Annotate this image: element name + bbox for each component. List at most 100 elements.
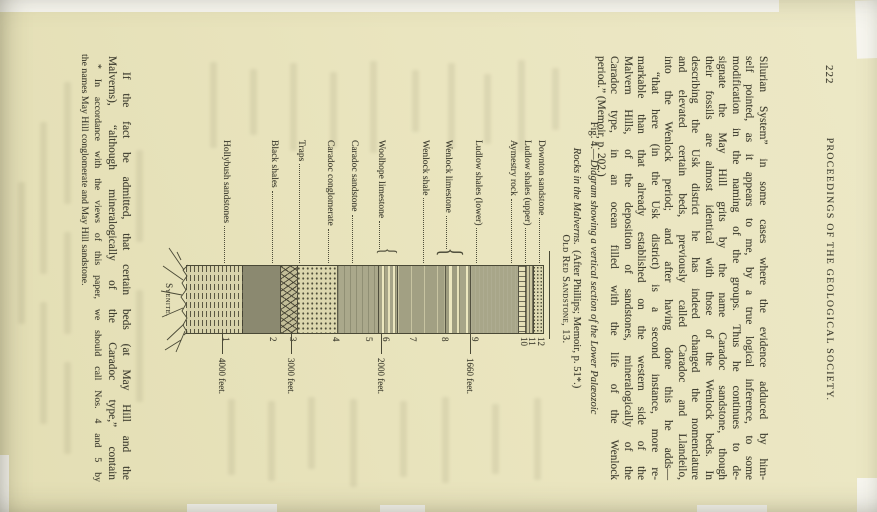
- show-through-smudge: [534, 398, 541, 480]
- figure-caption: Fig. 4.—Diagram showing a vertical secti…: [568, 55, 601, 481]
- scan-edge: [697, 505, 767, 512]
- rock-label-downton-sandstone: Downton sandstone: [535, 140, 546, 264]
- show-through-smudge: [136, 290, 143, 402]
- depth-label: 3000 feet.: [286, 334, 296, 394]
- show-through-smudge: [64, 362, 71, 454]
- scan-edge: [0, 0, 779, 12]
- body-line: markable than that already established o…: [635, 56, 648, 480]
- show-through-smudge: [250, 69, 257, 135]
- layer-black-shales: [243, 266, 281, 333]
- rock-label-wenlock-limestone: Wenlock limestone: [442, 140, 453, 250]
- body-line: “that here (in the Usk district) is a se…: [649, 72, 661, 480]
- dot-leader: [352, 214, 353, 263]
- footnote: * In accordance with the views of this p…: [78, 54, 104, 482]
- show-through-smudge: [40, 122, 47, 274]
- layer-number: 10: [519, 337, 529, 346]
- layer-traps: [281, 266, 298, 333]
- rock-label-caradoc-sandstone: Caradoc sandstone: [348, 140, 359, 264]
- show-through-smudge: [492, 404, 499, 474]
- rock-label-black-shales: Black shales: [268, 140, 279, 264]
- rock-label-traps: Traps: [295, 140, 306, 264]
- rock-name: Downton sandstone: [536, 140, 546, 216]
- show-through-smudge: [330, 72, 337, 148]
- rock-label-hollybush-sandstones: Hollybush sandstones: [220, 140, 231, 264]
- show-through-smudge: [400, 401, 407, 477]
- depth-label: 1660 feet.: [465, 334, 475, 394]
- rock-name: Wenlock limestone: [443, 140, 453, 213]
- layer-number: 8: [440, 337, 450, 342]
- page-number: 222: [823, 65, 835, 85]
- running-title: PROCEEDINGS OF THE GEOLOGICAL SOCIETY.: [824, 137, 835, 402]
- body-line: Malverns), “although mineralogically of …: [106, 56, 119, 480]
- depth-tick: [222, 334, 223, 354]
- show-through-smudge: [64, 232, 71, 334]
- dot-leader: [299, 164, 300, 263]
- body-line: into the Wenlock period; and after havin…: [662, 56, 675, 480]
- scan-edge: [187, 504, 277, 512]
- footnote-line: * In accordance with the views of this p…: [92, 64, 103, 482]
- body-line: Silurian System” in some cases where the…: [757, 56, 769, 480]
- body-line: If the fact be admitted, that certain be…: [120, 72, 132, 480]
- depth-tick: [291, 334, 292, 354]
- body-line: and elevated certain beds, previously ca…: [676, 56, 688, 480]
- dot-leader: [272, 190, 273, 263]
- scan-edge: [380, 505, 425, 512]
- rock-name: Ludlow shales (upper): [522, 140, 532, 226]
- body-line: signate the May Hill grits by the name C…: [716, 56, 729, 480]
- rock-name: Woolhope limestone: [376, 140, 386, 219]
- show-through-smudge: [136, 150, 143, 242]
- syenite-label: Syenite.: [164, 283, 174, 317]
- rock-name: Black shales: [269, 140, 279, 188]
- body-line: self pointed, as it appears to me, by a …: [743, 56, 756, 480]
- rock-label-ludlow-shales-lower: Ludlow shales (lower): [472, 140, 483, 264]
- show-through-smudge: [442, 397, 449, 483]
- show-through-smudge: [552, 68, 559, 130]
- body-line: describing the Usk district he has indee…: [689, 56, 702, 480]
- rock-name: Ludlow shales (lower): [473, 140, 483, 226]
- body-line: their fossils are almost identical with …: [703, 56, 715, 480]
- dot-leader: [423, 198, 424, 263]
- layer-hollybush-sandstones: [186, 266, 243, 333]
- show-through-smudge: [18, 182, 25, 324]
- scan-edge: [0, 455, 9, 512]
- rock-label-woolhope-limestone: Woolhope limestone: [375, 140, 386, 250]
- rock-name: Caradoc conglomerate: [325, 140, 335, 226]
- show-through-smudge: [64, 82, 71, 204]
- rock-name: Wenlock shale: [420, 140, 430, 196]
- layer-caradoc-conglomerate: [298, 266, 338, 333]
- depth-label: 4000 feet.: [217, 334, 227, 394]
- depth-tick: [381, 334, 382, 354]
- brace-wenlock-limestone: {: [434, 248, 470, 257]
- layer-caradoc-sandstone: [338, 266, 379, 333]
- column-top-rule: [549, 251, 550, 339]
- rock-label-wenlock-shale: Wenlock shale: [419, 140, 430, 264]
- bottom-paragraph: If the fact be admitted, that certain be…: [105, 56, 133, 480]
- rock-name: Caradoc sandstone: [349, 140, 359, 212]
- depth-label: 2000 feet.: [376, 334, 386, 394]
- stratigraphic-column: [186, 265, 544, 334]
- layer-number: 12: [536, 337, 546, 346]
- show-through-smudge: [518, 60, 525, 152]
- show-through-smudge: [290, 63, 297, 151]
- layer-ludlow-shales-lower: [471, 266, 519, 333]
- show-through-smudge: [350, 399, 357, 487]
- layer-woolhope-limestone: [379, 266, 398, 333]
- dot-leader: [328, 228, 329, 263]
- depth-tick: [470, 334, 471, 354]
- body-line: modification in the naming of the groups…: [730, 56, 742, 480]
- rock-name: Aymestry rock: [508, 140, 518, 196]
- dot-leader: [476, 228, 477, 263]
- rock-label-aymestry-rock: Aymestry rock: [507, 140, 518, 264]
- layer-number: 4: [331, 337, 341, 342]
- rock-name: Hollybush sandstones: [221, 140, 231, 224]
- syenite-intrusion-drawing: [160, 247, 189, 353]
- old-red-sandstone-label: Old Red Sandstone, 13.: [560, 234, 571, 344]
- dot-leader: [539, 218, 540, 263]
- show-through-smudge: [448, 63, 455, 149]
- show-through-smudge: [484, 74, 491, 144]
- layer-number: 5: [364, 337, 374, 342]
- dot-leader: [446, 215, 447, 249]
- layer-wenlock-limestone: [446, 266, 471, 333]
